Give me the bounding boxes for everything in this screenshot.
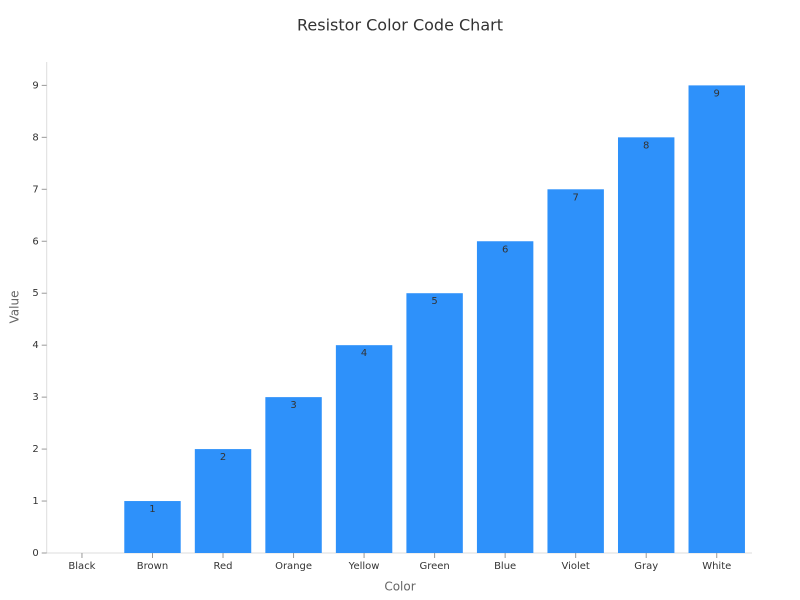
y-tick-label: 0 (32, 548, 38, 559)
value-label: 3 (290, 400, 296, 411)
bar (547, 189, 604, 553)
bar (265, 397, 322, 553)
x-tick-label: Violet (561, 561, 589, 572)
x-tick-label: Red (214, 561, 233, 572)
value-label: 7 (572, 192, 578, 203)
value-label: 4 (361, 348, 367, 359)
y-tick-label: 4 (32, 340, 38, 351)
x-tick-label: Brown (137, 561, 168, 572)
x-tick-label: Orange (275, 561, 312, 572)
value-label: 5 (431, 296, 437, 307)
value-label: 9 (714, 88, 720, 99)
x-tick-label: Black (68, 561, 95, 572)
value-label: 2 (220, 452, 226, 463)
bar (124, 501, 181, 553)
chart-title: Resistor Color Code Chart (297, 16, 503, 35)
y-axis-title: Value (8, 291, 22, 324)
bar (617, 137, 675, 553)
x-tick-label: Yellow (348, 561, 380, 572)
x-tick-label: White (702, 561, 731, 572)
y-tick-label: 9 (32, 80, 38, 91)
y-tick-label: 3 (32, 392, 38, 403)
value-label: 8 (643, 140, 649, 151)
y-tick-label: 1 (32, 496, 38, 507)
y-tick-label: 6 (32, 236, 38, 247)
x-tick-label: Green (419, 561, 449, 572)
x-tick-label: Gray (634, 561, 658, 572)
y-tick-label: 2 (32, 444, 38, 455)
y-tick-label: 8 (32, 132, 38, 143)
value-label: 1 (149, 504, 155, 515)
bar (406, 293, 463, 553)
x-tick-label: Blue (494, 561, 516, 572)
bar (688, 85, 745, 553)
x-axis-title: Color (384, 580, 415, 594)
value-label: 6 (502, 244, 508, 255)
y-tick-label: 7 (32, 184, 38, 195)
bar (335, 345, 393, 553)
bar (476, 241, 534, 553)
bar (194, 449, 252, 553)
y-tick-label: 5 (32, 288, 38, 299)
